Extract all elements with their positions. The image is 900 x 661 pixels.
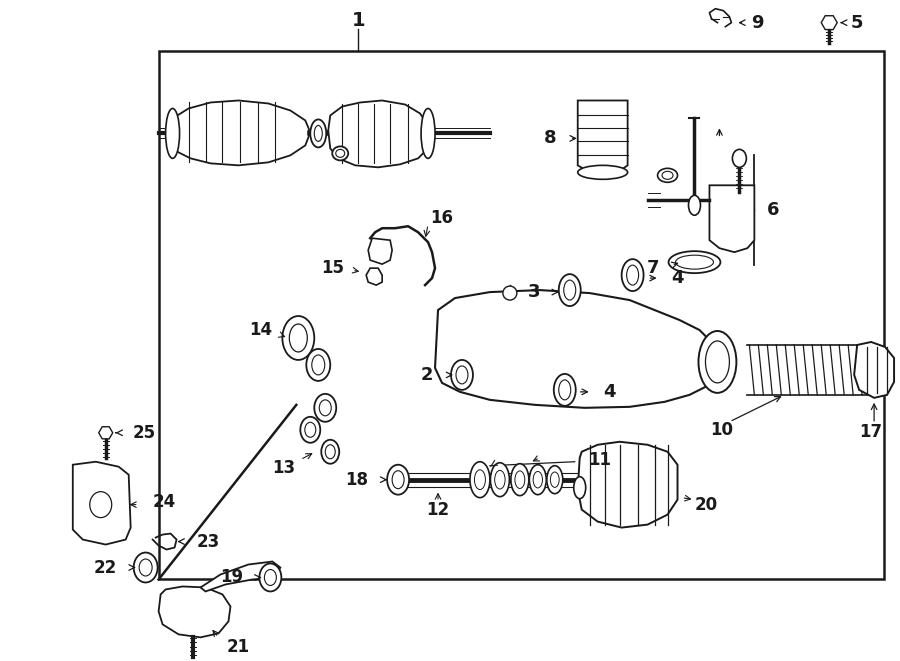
Text: 9: 9 xyxy=(752,14,763,32)
Polygon shape xyxy=(368,238,392,264)
Text: 14: 14 xyxy=(249,321,273,339)
Text: 4: 4 xyxy=(671,269,684,287)
Ellipse shape xyxy=(140,559,152,576)
Text: 8: 8 xyxy=(544,130,557,147)
Ellipse shape xyxy=(529,465,546,494)
Text: 16: 16 xyxy=(430,210,453,227)
Text: 5: 5 xyxy=(850,14,863,32)
Ellipse shape xyxy=(474,470,485,490)
Ellipse shape xyxy=(265,570,276,586)
Polygon shape xyxy=(821,16,837,30)
Ellipse shape xyxy=(310,120,327,147)
Polygon shape xyxy=(578,100,627,175)
Ellipse shape xyxy=(134,553,158,582)
Text: 12: 12 xyxy=(427,500,450,519)
Ellipse shape xyxy=(491,463,509,496)
Ellipse shape xyxy=(321,440,339,464)
Text: 17: 17 xyxy=(860,423,883,441)
Ellipse shape xyxy=(392,471,404,488)
Ellipse shape xyxy=(305,422,316,438)
Ellipse shape xyxy=(626,265,639,285)
Ellipse shape xyxy=(314,126,322,141)
Text: 25: 25 xyxy=(132,424,156,442)
Text: 3: 3 xyxy=(528,283,541,301)
Text: 19: 19 xyxy=(220,568,243,586)
Ellipse shape xyxy=(676,255,714,269)
Ellipse shape xyxy=(511,464,529,496)
Polygon shape xyxy=(709,185,754,252)
Text: 7: 7 xyxy=(647,259,660,277)
Ellipse shape xyxy=(314,394,337,422)
Text: 15: 15 xyxy=(321,259,344,277)
Polygon shape xyxy=(578,442,678,527)
Text: 1: 1 xyxy=(351,11,365,30)
Ellipse shape xyxy=(563,280,576,300)
Ellipse shape xyxy=(503,286,517,300)
Ellipse shape xyxy=(559,274,580,306)
Text: 24: 24 xyxy=(153,492,176,511)
Polygon shape xyxy=(201,561,281,592)
Ellipse shape xyxy=(311,355,325,375)
Text: 10: 10 xyxy=(710,421,733,439)
Polygon shape xyxy=(328,100,428,167)
Text: 21: 21 xyxy=(227,639,250,656)
Ellipse shape xyxy=(387,465,410,494)
Ellipse shape xyxy=(470,462,490,498)
Ellipse shape xyxy=(421,108,435,159)
Ellipse shape xyxy=(706,341,729,383)
Ellipse shape xyxy=(515,471,525,488)
Text: 6: 6 xyxy=(768,201,779,219)
Polygon shape xyxy=(366,268,382,285)
Ellipse shape xyxy=(669,251,720,273)
Polygon shape xyxy=(173,100,310,165)
Ellipse shape xyxy=(90,492,112,518)
Text: 2: 2 xyxy=(420,366,433,384)
Ellipse shape xyxy=(688,195,700,215)
Ellipse shape xyxy=(573,477,586,498)
Ellipse shape xyxy=(289,324,307,352)
Ellipse shape xyxy=(495,471,505,489)
Text: 4: 4 xyxy=(604,383,617,401)
Ellipse shape xyxy=(554,374,576,406)
Ellipse shape xyxy=(578,165,627,179)
Ellipse shape xyxy=(336,149,345,157)
Ellipse shape xyxy=(698,331,736,393)
Ellipse shape xyxy=(733,149,746,167)
Bar xyxy=(158,51,884,580)
Ellipse shape xyxy=(662,171,673,179)
Polygon shape xyxy=(435,290,717,408)
Text: 18: 18 xyxy=(346,471,368,488)
Polygon shape xyxy=(99,427,112,439)
Polygon shape xyxy=(854,342,894,398)
Ellipse shape xyxy=(533,471,543,488)
Text: 22: 22 xyxy=(94,559,117,576)
Ellipse shape xyxy=(306,349,330,381)
Polygon shape xyxy=(158,586,230,637)
Ellipse shape xyxy=(166,108,180,159)
Text: 13: 13 xyxy=(272,459,295,477)
Ellipse shape xyxy=(456,366,468,384)
Text: 11: 11 xyxy=(588,451,611,469)
Ellipse shape xyxy=(259,564,282,592)
Ellipse shape xyxy=(320,400,331,416)
Ellipse shape xyxy=(559,380,571,400)
Ellipse shape xyxy=(547,466,562,494)
Ellipse shape xyxy=(332,146,348,161)
Ellipse shape xyxy=(658,169,678,182)
Text: 20: 20 xyxy=(695,496,717,514)
Ellipse shape xyxy=(551,472,559,487)
Ellipse shape xyxy=(325,445,335,459)
Ellipse shape xyxy=(622,259,644,291)
Ellipse shape xyxy=(301,417,320,443)
Polygon shape xyxy=(73,462,130,545)
Ellipse shape xyxy=(451,360,473,390)
Ellipse shape xyxy=(283,316,314,360)
Text: 23: 23 xyxy=(196,533,220,551)
